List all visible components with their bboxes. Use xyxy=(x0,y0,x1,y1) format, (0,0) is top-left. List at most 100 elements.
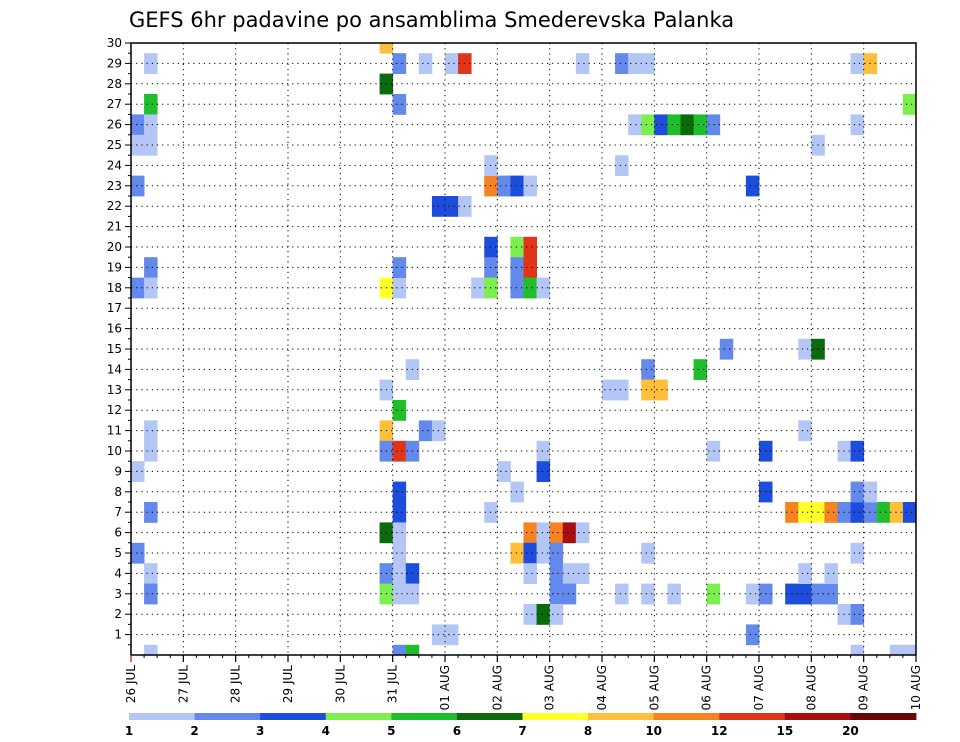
legend-swatch xyxy=(194,713,261,720)
heatmap-cell xyxy=(850,53,865,74)
heatmap-cell xyxy=(798,420,812,442)
legend-swatch xyxy=(391,713,458,720)
heatmap-cell xyxy=(745,583,760,605)
heatmap-cell xyxy=(615,53,629,74)
heatmap-cells xyxy=(131,43,917,656)
heatmap-cell xyxy=(575,563,590,584)
heatmap-cell xyxy=(510,542,524,564)
heatmap-cell xyxy=(850,604,865,625)
y-tick-label: 5 xyxy=(114,546,122,560)
heatmap-cell xyxy=(693,359,708,380)
heatmap-cell xyxy=(641,53,655,74)
legend-label: 1 xyxy=(125,724,133,738)
heatmap-cell xyxy=(131,277,145,299)
heatmap-cell xyxy=(850,542,865,564)
y-tick-label: 4 xyxy=(114,566,122,580)
heatmap-cell xyxy=(824,563,838,584)
heatmap-cell xyxy=(523,604,537,625)
heatmap-cell xyxy=(693,114,708,136)
heatmap-cell xyxy=(523,236,537,258)
y-tick-label: 3 xyxy=(114,587,122,601)
color-legend: 1 2 3 4 5 6 7 8 10 12 15 20 xyxy=(125,713,917,738)
heatmap-cell xyxy=(523,277,537,299)
y-tick-label: 30 xyxy=(107,36,122,50)
y-tick-label: 2 xyxy=(114,607,122,621)
heatmap-cell xyxy=(144,420,158,442)
heatmap-cell xyxy=(392,583,407,605)
heatmap-cell xyxy=(497,461,511,482)
heatmap-cell xyxy=(523,522,537,544)
heatmap-cell xyxy=(392,542,407,564)
heatmap-cell xyxy=(798,583,812,605)
y-tick-label: 29 xyxy=(107,56,122,70)
heatmap-cell xyxy=(471,277,485,299)
heatmap-cell xyxy=(445,53,459,74)
heatmap-cell xyxy=(392,563,407,584)
heatmap-cell xyxy=(536,277,551,299)
heatmap-cell xyxy=(549,604,564,625)
heatmap-cell xyxy=(575,522,590,544)
heatmap-cell xyxy=(392,94,407,115)
legend-swatch xyxy=(325,713,392,720)
y-tick-label: 9 xyxy=(114,464,122,478)
heatmap-cell xyxy=(497,175,511,197)
heatmap-cell xyxy=(392,502,407,523)
legend-swatch xyxy=(784,713,851,720)
heatmap-cell xyxy=(850,114,865,136)
heatmap-cell xyxy=(523,175,537,197)
x-tick-label: 06 AUG xyxy=(700,665,714,710)
heatmap-cell xyxy=(798,338,812,360)
x-tick-label: 26 JUL xyxy=(124,665,138,703)
heatmap-cell xyxy=(405,644,420,656)
y-tick-label: 6 xyxy=(114,526,122,540)
heatmap-cell xyxy=(824,502,838,523)
heatmap-cell xyxy=(418,53,433,74)
heatmap-cell xyxy=(562,583,577,605)
heatmap-cell xyxy=(902,502,917,523)
heatmap-cell xyxy=(144,277,158,299)
legend-swatch xyxy=(719,713,786,720)
heatmap-cell xyxy=(549,583,564,605)
x-tick-label: 10 AUG xyxy=(909,665,923,710)
heatmap-cell xyxy=(615,379,629,401)
heatmap-cell xyxy=(745,175,760,197)
x-tick-label: 30 JUL xyxy=(333,665,347,703)
x-tick-label: 09 AUG xyxy=(857,665,871,710)
heatmap-cell xyxy=(510,175,524,197)
heatmap-cell xyxy=(144,583,158,605)
heatmap-cell xyxy=(628,53,642,74)
heatmap-cell xyxy=(615,583,629,605)
legend-label: 4 xyxy=(322,724,330,738)
y-tick-label: 8 xyxy=(114,485,122,499)
heatmap-cell xyxy=(144,114,158,136)
heatmap-cell xyxy=(392,277,407,299)
heatmap-cell xyxy=(575,53,590,74)
heatmap-cell xyxy=(876,502,891,523)
heatmap-cell xyxy=(641,542,655,564)
x-tick-label: 28 JUL xyxy=(229,665,243,703)
grid-lines xyxy=(131,43,916,655)
x-tick-label: 03 AUG xyxy=(543,665,557,710)
heatmap-cell xyxy=(641,379,655,401)
heatmap-cell xyxy=(523,542,537,564)
chart-title: GEFS 6hr padavine po ansamblima Smederev… xyxy=(129,8,734,32)
y-tick-label: 14 xyxy=(107,362,122,376)
legend-swatch xyxy=(588,713,655,720)
y-tick-label: 13 xyxy=(107,383,122,397)
y-tick-label: 1 xyxy=(114,628,122,642)
heatmap-cell xyxy=(510,257,524,278)
y-tick-label: 23 xyxy=(107,179,122,193)
heatmap-cell xyxy=(510,481,524,503)
heatmap-cell xyxy=(392,644,407,656)
y-tick-label: 21 xyxy=(107,220,122,234)
legend-label: 15 xyxy=(776,724,793,738)
heatmap-cell xyxy=(536,440,551,462)
heatmap-cell xyxy=(602,379,616,401)
x-tick-label: 04 AUG xyxy=(595,665,609,710)
legend-label: 6 xyxy=(453,724,461,738)
heatmap-cell xyxy=(667,583,681,605)
y-tick-label: 12 xyxy=(107,403,122,417)
x-axis: 26 JUL 27 JUL 28 JUL 29 JUL 30 JUL 31 JUL 01 A… xyxy=(124,655,923,710)
y-tick-label: 17 xyxy=(107,301,122,315)
